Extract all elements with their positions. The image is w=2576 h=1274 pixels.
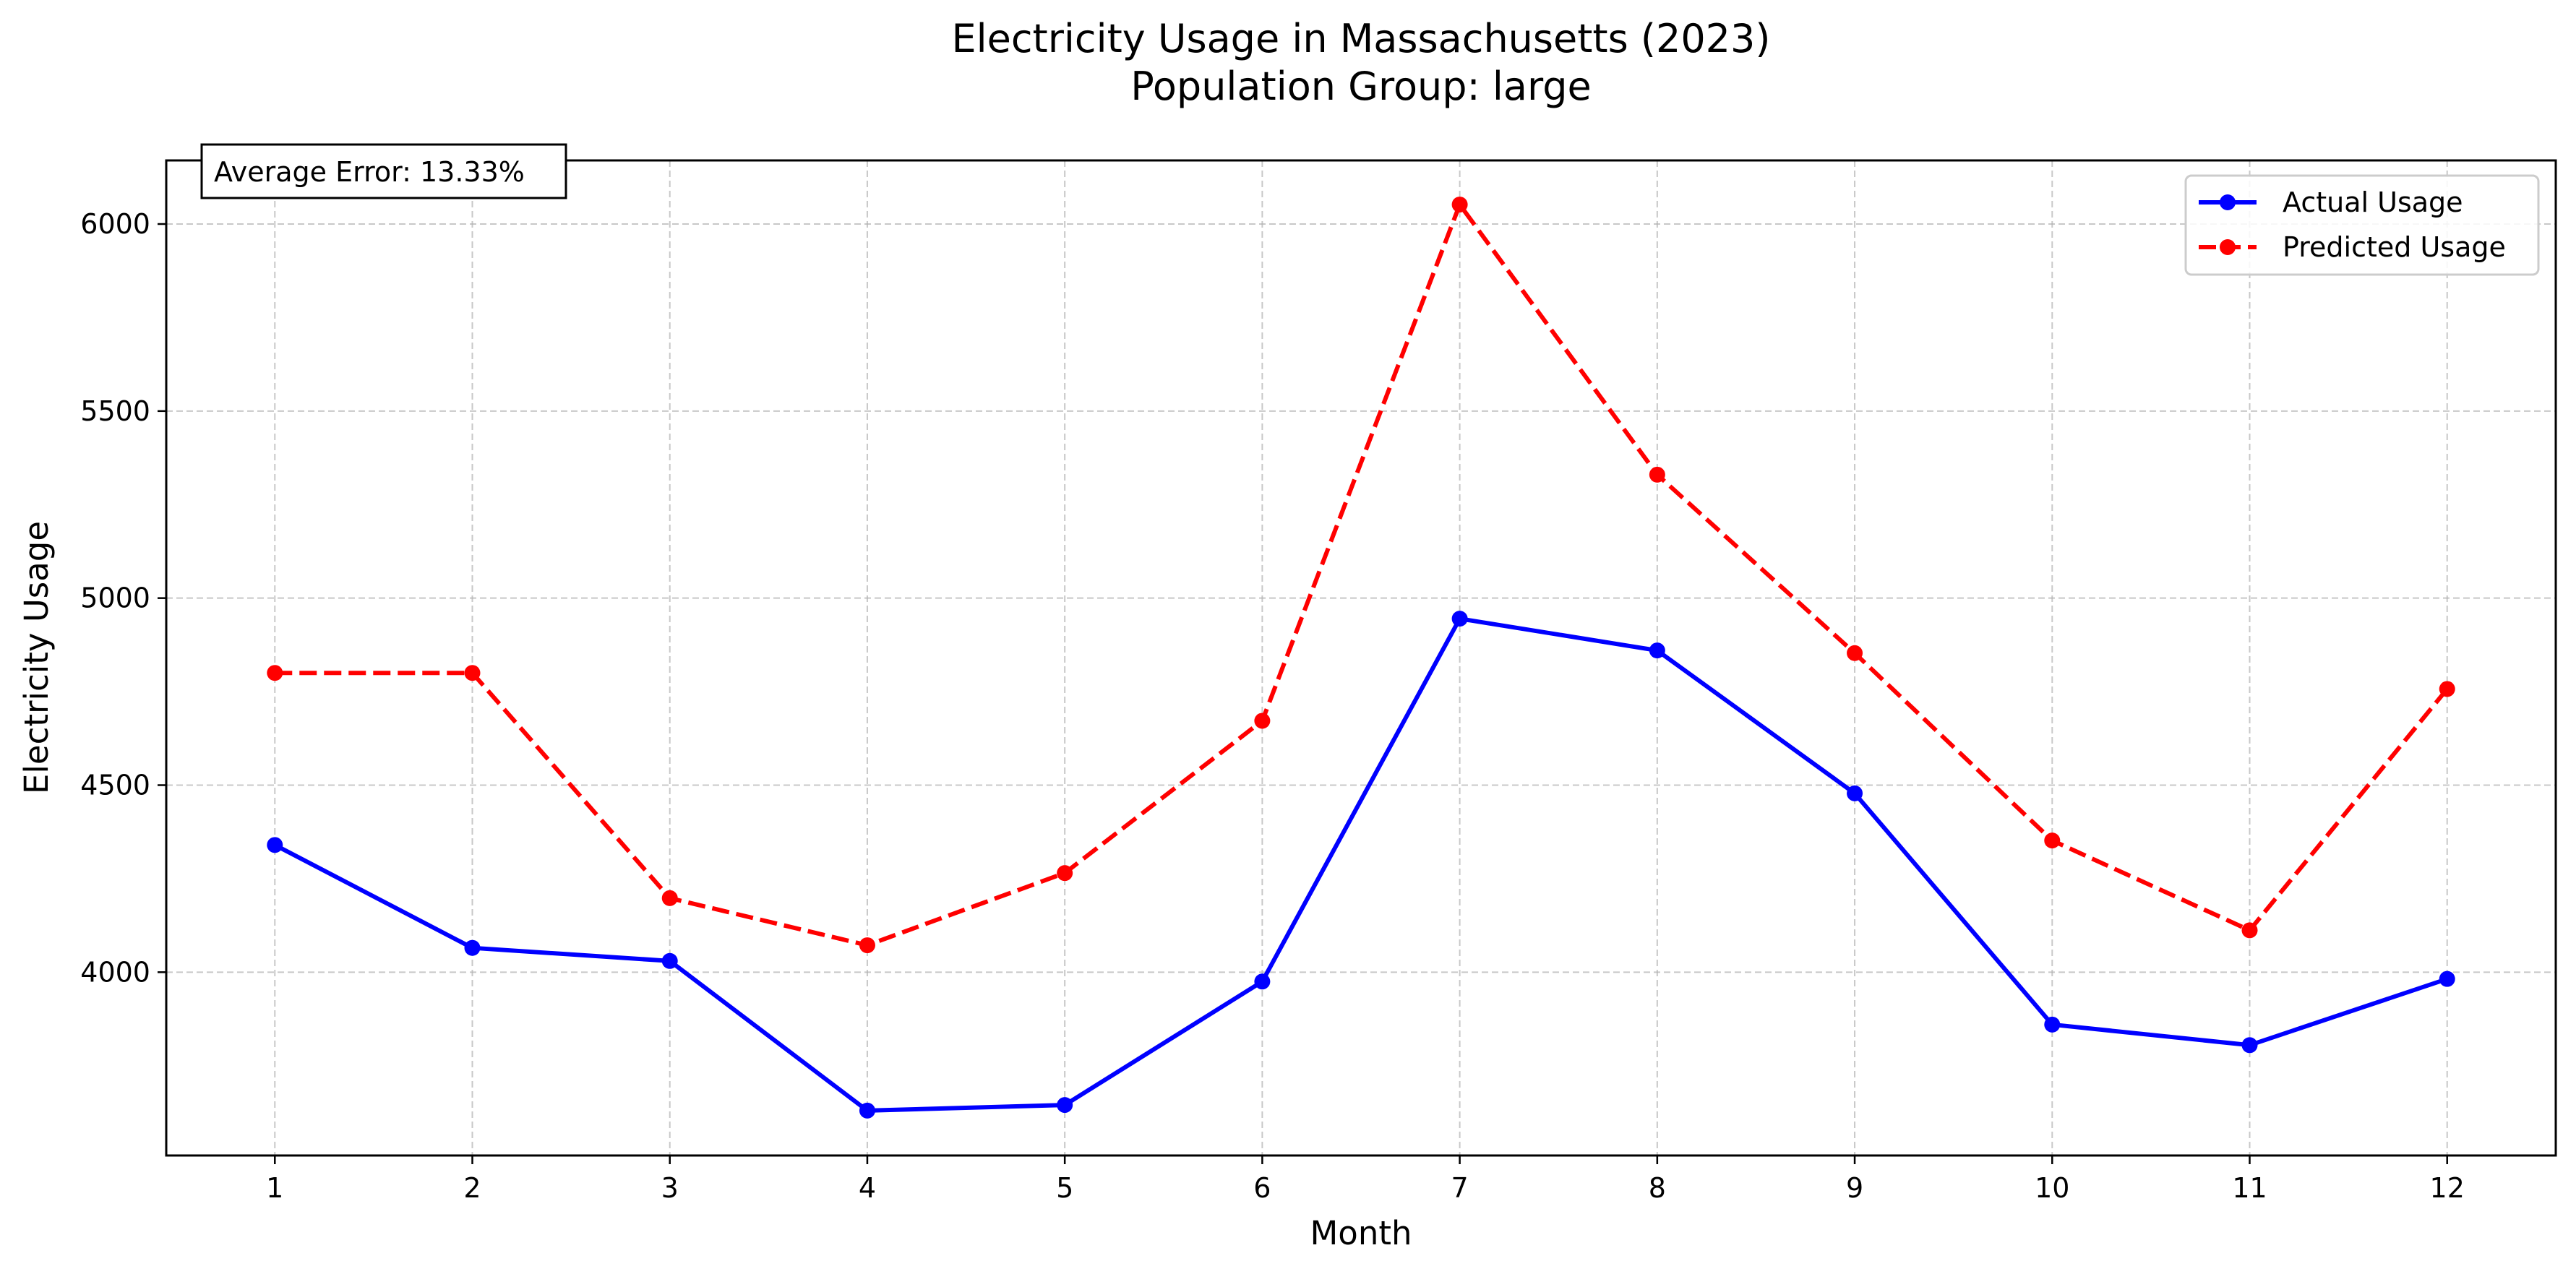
average-error-annotation: Average Error: 13.33% <box>200 143 567 199</box>
point-predicted-usage-9 <box>1847 645 1863 661</box>
x-tick-label-5: 5 <box>1056 1172 1073 1204</box>
x-tick-label-3: 3 <box>661 1172 679 1204</box>
point-predicted-usage-3 <box>661 890 678 906</box>
point-actual-usage-1 <box>267 837 283 853</box>
point-predicted-usage-4 <box>859 937 875 954</box>
point-actual-usage-7 <box>1451 611 1468 627</box>
point-predicted-usage-11 <box>2241 922 2258 939</box>
y-tick-label-4500: 4500 <box>80 770 150 801</box>
chart-title-line-1: Electricity Usage in Massachusetts (2023… <box>952 16 1771 61</box>
x-tick-label-1: 1 <box>266 1172 283 1204</box>
series-line-predicted-usage <box>275 202 2450 948</box>
point-predicted-usage-5 <box>1057 865 1073 882</box>
point-actual-usage-12 <box>2439 970 2455 987</box>
y-tick-label-6000: 6000 <box>80 208 150 240</box>
point-actual-usage-2 <box>464 939 481 956</box>
point-predicted-usage-10 <box>2044 832 2061 849</box>
x-axis-ticks: 1 2 3 4 5 6 7 8 9 10 11 12 <box>266 1155 2465 1204</box>
legend: Actual Usage Predicted Usage <box>2184 174 2540 276</box>
y-axis-label: Electricity Usage <box>17 521 56 794</box>
plot-frame <box>165 159 2557 1157</box>
legend-marker-actual <box>2220 194 2236 210</box>
x-tick-label-7: 7 <box>1451 1172 1469 1204</box>
annotation-box <box>200 143 567 199</box>
x-tick-label-6: 6 <box>1253 1172 1271 1204</box>
y-axis-ticks: 4000 4500 5000 5500 6000 <box>80 208 166 988</box>
x-tick-label-10: 10 <box>2035 1172 2069 1204</box>
x-tick-label-8: 8 <box>1649 1172 1666 1204</box>
x-tick-label-11: 11 <box>2232 1172 2267 1204</box>
point-predicted-usage-7 <box>1451 197 1468 213</box>
legend-marker-predicted <box>2220 239 2236 255</box>
point-actual-usage-6 <box>1254 973 1271 990</box>
chart-title-line-2: Population Group: large <box>1130 64 1591 109</box>
point-predicted-usage-8 <box>1649 466 1665 483</box>
point-predicted-usage-6 <box>1254 713 1271 729</box>
y-tick-label-5500: 5500 <box>80 395 150 427</box>
point-actual-usage-9 <box>1847 785 1863 801</box>
point-actual-usage-5 <box>1057 1097 1073 1114</box>
series-layer <box>267 197 2455 1119</box>
y-tick-label-4000: 4000 <box>80 956 150 988</box>
point-actual-usage-10 <box>2044 1016 2061 1033</box>
x-tick-label-12: 12 <box>2430 1172 2465 1204</box>
series-line-actual-usage <box>273 616 2448 1113</box>
legend-frame <box>2184 174 2540 276</box>
point-predicted-usage-12 <box>2439 681 2455 697</box>
annotation-text: Average Error: 13.33% <box>214 156 525 188</box>
x-tick-label-4: 4 <box>859 1172 876 1204</box>
point-predicted-usage-2 <box>464 665 481 681</box>
legend-label-predicted: Predicted Usage <box>2283 231 2506 263</box>
point-actual-usage-3 <box>661 952 678 969</box>
x-tick-label-2: 2 <box>463 1172 481 1204</box>
point-actual-usage-8 <box>1649 642 1665 659</box>
y-tick-label-5000: 5000 <box>80 582 150 614</box>
x-tick-label-9: 9 <box>1846 1172 1863 1204</box>
point-actual-usage-11 <box>2241 1037 2258 1054</box>
x-axis-label: Month <box>1310 1214 1412 1252</box>
point-actual-usage-4 <box>859 1102 875 1119</box>
grid <box>166 160 2556 1155</box>
legend-label-actual: Actual Usage <box>2283 186 2463 218</box>
point-predicted-usage-1 <box>267 665 283 681</box>
